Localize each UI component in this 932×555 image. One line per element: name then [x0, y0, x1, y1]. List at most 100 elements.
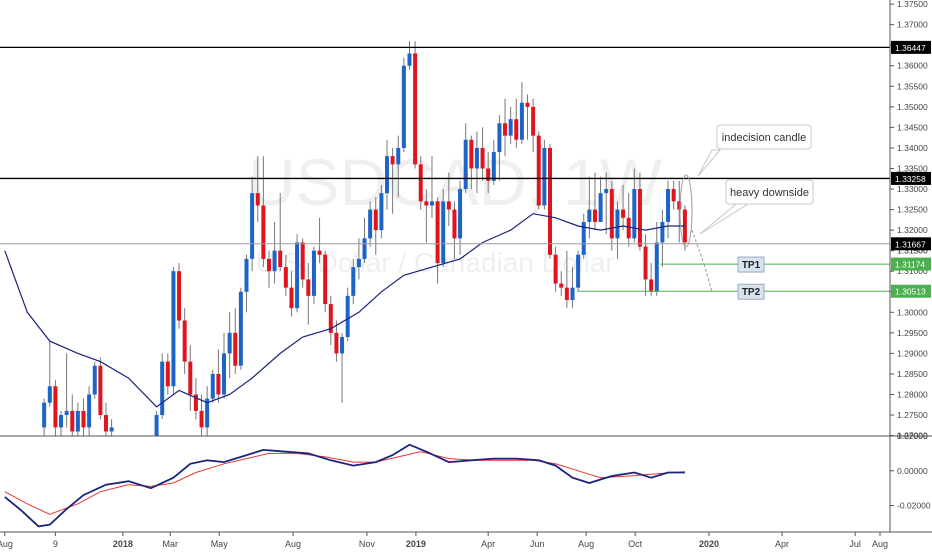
candle-body	[160, 361, 165, 416]
candle-body	[300, 242, 305, 280]
candle-body	[340, 336, 345, 354]
price-tick-label: 1.35500	[897, 81, 928, 91]
candle-body	[643, 246, 648, 280]
candle-body	[587, 209, 592, 222]
candle-body	[289, 287, 294, 309]
candle-body	[351, 267, 356, 296]
candle-body	[210, 373, 215, 399]
time-tick-label: Apr	[775, 539, 789, 549]
candle-body	[244, 258, 249, 292]
candle-body	[570, 287, 575, 300]
candle-body	[272, 250, 277, 272]
candle-body	[615, 209, 620, 239]
time-tick-label: Aug	[0, 539, 13, 549]
time-tick-label: Jun	[530, 539, 545, 549]
indecision-highlight-ellipse	[679, 174, 693, 248]
time-tick-label: Apr	[481, 539, 495, 549]
candle-body	[401, 65, 406, 148]
projection-arrow	[691, 229, 705, 265]
candle-body	[238, 291, 243, 366]
candle-body	[441, 201, 446, 263]
candle-body	[188, 361, 193, 395]
price-tick-label: 1.28500	[897, 369, 928, 379]
price-tick-label: 1.27500	[897, 410, 928, 420]
time-tick-label: Mar	[162, 539, 178, 549]
watermark-symbol: USDCAD, 1W	[248, 145, 663, 219]
candle-body	[626, 217, 631, 239]
candle-body	[446, 201, 451, 210]
price-tag	[891, 257, 931, 271]
candle-body	[154, 415, 159, 436]
candle-body	[266, 258, 271, 272]
price-tick-label: 1.29500	[897, 328, 928, 338]
candle-body	[278, 250, 283, 268]
candle-body	[171, 271, 176, 387]
candle-body	[469, 139, 474, 169]
candle-body	[637, 189, 642, 247]
horizontal-lines-layer	[0, 46, 890, 292]
candle-body	[345, 295, 350, 337]
price-tick-label: 1.34000	[897, 143, 928, 153]
candle-body	[677, 201, 682, 210]
candle-body	[429, 201, 434, 206]
candle-body	[649, 279, 654, 292]
candle-body	[525, 102, 530, 107]
heavy-downside-callout-text: heavy downside	[730, 187, 809, 199]
candle-body	[323, 254, 328, 305]
time-tick-label: 9	[53, 539, 58, 549]
candle-body	[435, 201, 440, 263]
price-tag-label: 1.36447	[895, 43, 926, 53]
tp2-label: TP2	[742, 287, 761, 298]
candle-body	[491, 152, 496, 181]
candle-body	[536, 135, 541, 206]
candle-body	[396, 147, 401, 165]
price-tick-label: 1.37000	[897, 20, 928, 30]
candle-body	[177, 271, 182, 321]
time-tick-label: Aug	[872, 539, 888, 549]
candle-body	[407, 53, 412, 66]
price-tag-label: 1.33258	[895, 174, 926, 184]
candle-body	[503, 123, 508, 136]
price-tag	[891, 171, 931, 185]
price-tick-label: 1.27000	[897, 431, 928, 441]
time-tick-label: Aug	[285, 539, 301, 549]
tp1-label-box	[737, 256, 765, 273]
candle-body	[92, 365, 97, 395]
candle-body	[317, 250, 322, 255]
candle-body	[47, 386, 52, 403]
candle-body	[385, 156, 390, 194]
time-tick-label: Jul	[849, 539, 861, 549]
callout-pointer	[697, 149, 722, 177]
candle-body	[311, 250, 316, 296]
price-tick-label: 1.31500	[897, 246, 928, 256]
candles-layer	[42, 41, 687, 436]
candle-body	[598, 193, 603, 222]
candle-body	[424, 201, 429, 206]
candle-body	[666, 189, 671, 222]
candle-body	[87, 394, 92, 428]
price-tick-label: 1.29000	[897, 348, 928, 358]
price-tag	[891, 284, 931, 298]
candle-body	[413, 53, 418, 165]
price-tick-label: 1.31500	[897, 246, 928, 256]
candle-body	[283, 267, 288, 288]
candle-body	[373, 209, 378, 231]
candle-body	[81, 410, 86, 428]
projection-arrow	[703, 263, 713, 293]
osc-tick-label: -0.02000	[897, 501, 931, 511]
price-tick-label: 1.32500	[897, 205, 928, 215]
candle-body	[621, 209, 626, 218]
price-tick-label: 1.28000	[897, 389, 928, 399]
candle-body	[609, 189, 614, 239]
candle-body	[334, 332, 339, 354]
candle-body	[576, 254, 581, 288]
time-tick-label: Aug	[578, 539, 594, 549]
candle-body	[53, 386, 58, 428]
price-tag	[891, 237, 931, 251]
candle-body	[165, 361, 170, 387]
candle-body	[458, 189, 463, 239]
oscillator-line	[4, 451, 685, 515]
candle-body	[109, 427, 114, 432]
